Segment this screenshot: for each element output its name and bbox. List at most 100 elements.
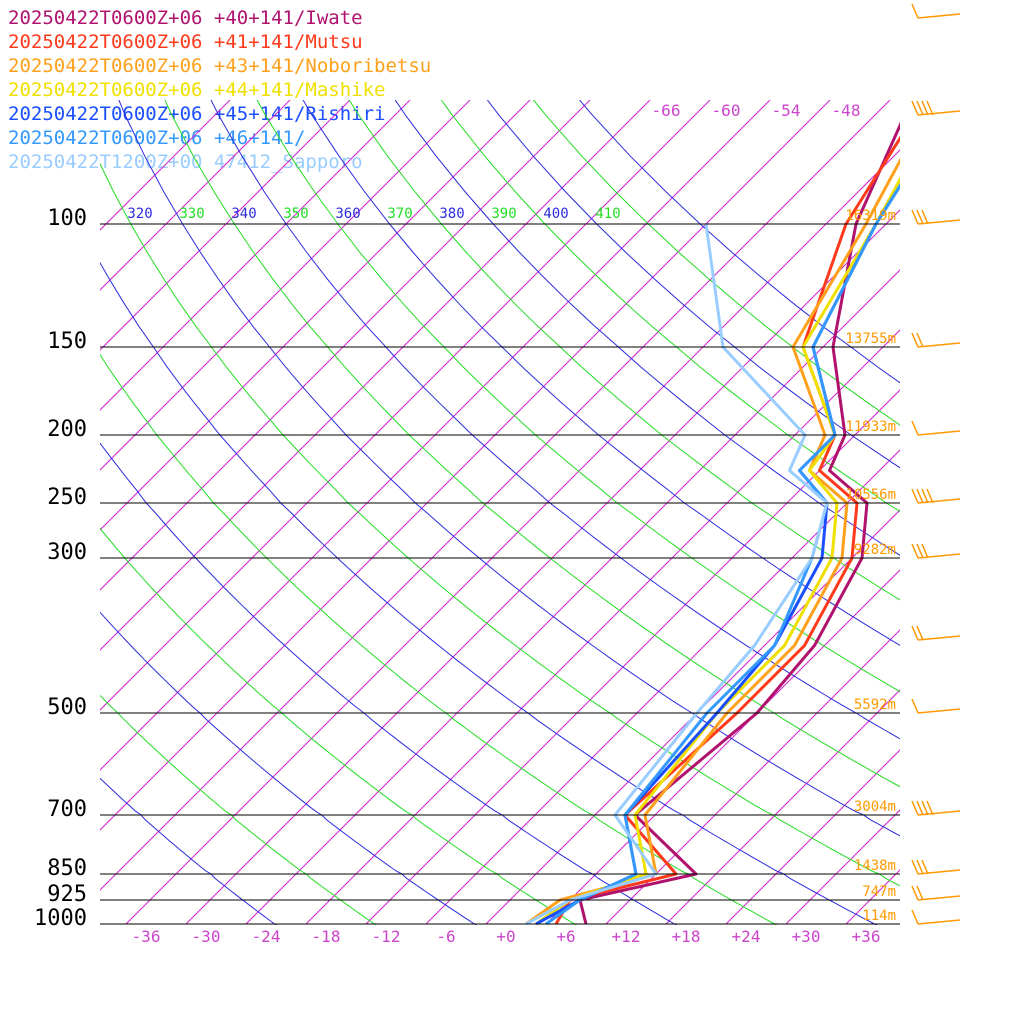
legend-entry-6: 20250422T1200Z+00 47412_Sapporo bbox=[8, 151, 363, 173]
dry-adiabat bbox=[440, 100, 900, 512]
temperature-tick-labels: -36 -30 -24 -18 -12 -6 +0 +6 +12 +18 +24 +30 +36 bbox=[132, 927, 881, 946]
wind-barb bbox=[911, 488, 961, 504]
height-label: 747m bbox=[862, 884, 896, 900]
isotherm bbox=[545, 569, 900, 925]
theta-label: 400 bbox=[543, 206, 568, 222]
isotherm bbox=[725, 749, 900, 925]
theta-label: 350 bbox=[283, 206, 308, 222]
theta-label: 330 bbox=[179, 206, 204, 222]
isotherm bbox=[245, 269, 900, 925]
dry-adiabat bbox=[394, 100, 900, 556]
upper-temp-label: -66 bbox=[652, 101, 681, 120]
pressure-tick-label: 925 bbox=[47, 882, 87, 907]
temperature-tick-label: +30 bbox=[792, 927, 821, 946]
legend-entry-4: 20250422T0600Z+06 +45+141/Rishiri bbox=[8, 103, 386, 125]
isotherm bbox=[100, 100, 351, 351]
isotherm bbox=[605, 629, 900, 925]
temperature-tick-label: +0 bbox=[496, 927, 515, 946]
isotherm-grid bbox=[100, 100, 900, 925]
height-label: 16319m bbox=[845, 208, 896, 224]
series-line-5 bbox=[545, 183, 900, 925]
theta-label: 320 bbox=[127, 206, 152, 222]
wind-barb bbox=[911, 3, 961, 19]
dry-adiabat bbox=[486, 100, 900, 469]
pressure-tick-label: 500 bbox=[47, 695, 87, 720]
series-line-6 bbox=[525, 223, 829, 925]
series-line-4 bbox=[535, 183, 900, 925]
height-label: 114m bbox=[862, 908, 896, 924]
dry-adiabat bbox=[532, 100, 900, 426]
height-label: 13755m bbox=[845, 331, 896, 347]
dry-adiabat bbox=[348, 100, 900, 601]
theta-labels: 320 330 340 350 360 370 380 390 400 410 bbox=[127, 206, 620, 222]
legend-entry-2: 20250422T0600Z+06 +43+141/Noboribetsu bbox=[8, 55, 431, 77]
dry-adiabat bbox=[100, 611, 477, 925]
wind-barb bbox=[911, 800, 961, 816]
legend: 20250422T0600Z+06 +40+141/Iwate20250422T… bbox=[8, 7, 431, 173]
series-line-0 bbox=[578, 121, 900, 925]
isotherm bbox=[100, 100, 651, 651]
isotherm bbox=[100, 100, 291, 291]
wind-barbs bbox=[911, 3, 961, 925]
pressure-lines bbox=[100, 223, 900, 925]
temperature-tick-label: -36 bbox=[132, 927, 161, 946]
legend-entry-5: 20250422T0600Z+06 +46+141/ bbox=[8, 127, 305, 149]
temperature-tick-label: -18 bbox=[312, 927, 341, 946]
temperature-tick-label: +18 bbox=[672, 927, 701, 946]
isotherm bbox=[665, 689, 900, 925]
isotherm bbox=[125, 149, 900, 925]
legend-entry-0: 20250422T0600Z+06 +40+141/Iwate bbox=[8, 7, 363, 29]
temperature-tick-label: +24 bbox=[732, 927, 761, 946]
upper-temp-labels: -66 -60 -54 -48 bbox=[652, 101, 861, 120]
dry-adiabat bbox=[210, 100, 900, 740]
height-label: 1438m bbox=[854, 858, 896, 874]
pressure-tick-label: 250 bbox=[47, 485, 87, 510]
theta-label: 370 bbox=[387, 206, 412, 222]
wind-barb bbox=[911, 209, 961, 225]
upper-temp-label: -54 bbox=[772, 101, 801, 120]
isotherm bbox=[365, 389, 900, 925]
theta-label: 390 bbox=[491, 206, 516, 222]
upper-temp-label: -60 bbox=[712, 101, 741, 120]
theta-label: 340 bbox=[231, 206, 256, 222]
theta-label: 360 bbox=[335, 206, 360, 222]
height-label: 5592m bbox=[854, 697, 896, 713]
pressure-tick-label: 700 bbox=[47, 797, 87, 822]
temperature-tick-label: -12 bbox=[372, 927, 401, 946]
dry-adiabat bbox=[100, 353, 778, 925]
temperature-tick-label: +6 bbox=[556, 927, 575, 946]
isotherm bbox=[100, 100, 531, 531]
theta-label: 410 bbox=[595, 206, 620, 222]
sounding-series bbox=[525, 121, 900, 925]
dry-adiabat bbox=[100, 261, 878, 925]
wind-barb bbox=[911, 909, 961, 925]
pressure-tick-label: 850 bbox=[47, 856, 87, 881]
isotherm bbox=[100, 100, 891, 891]
wind-barb bbox=[911, 420, 961, 436]
wind-barb bbox=[911, 625, 961, 641]
pressure-tick-label: 150 bbox=[47, 329, 87, 354]
dry-adiabat bbox=[302, 100, 900, 646]
dry-adiabat bbox=[118, 100, 900, 837]
pressure-tick-label: 100 bbox=[47, 206, 87, 231]
dry-adiabat bbox=[100, 442, 678, 925]
dry-adiabat bbox=[164, 100, 900, 788]
isotherm bbox=[305, 329, 900, 925]
series-line-2 bbox=[525, 157, 900, 925]
temperature-tick-label: -6 bbox=[436, 927, 455, 946]
height-label: 3004m bbox=[854, 799, 896, 815]
isotherm bbox=[100, 100, 711, 711]
wind-barb bbox=[911, 698, 961, 714]
series-line-1 bbox=[554, 135, 900, 925]
legend-entry-1: 20250422T0600Z+06 +41+141/Mutsu bbox=[8, 31, 363, 53]
wind-barb bbox=[911, 859, 961, 875]
temperature-tick-label: -24 bbox=[252, 927, 281, 946]
height-label: 10556m bbox=[845, 487, 896, 503]
isotherm bbox=[100, 100, 831, 831]
legend-entry-3: 20250422T0600Z+06 +44+141/Mashike bbox=[8, 79, 386, 101]
isotherm bbox=[185, 209, 900, 925]
pressure-tick-label: 300 bbox=[47, 540, 87, 565]
isotherm bbox=[425, 449, 900, 925]
